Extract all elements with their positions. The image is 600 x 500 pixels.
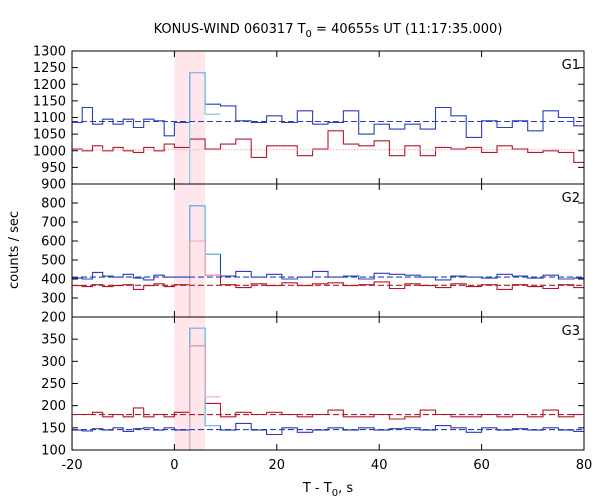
series-step-0 (72, 72, 584, 184)
y-tick-label: 600 (41, 235, 66, 250)
y-tick-label: 200 (41, 311, 66, 326)
series-step-1 (72, 240, 584, 317)
x-axis-title: T - T0, s (302, 481, 353, 499)
chart-title-prefix: KONUS-WIND 060317 T (154, 22, 306, 37)
series-step-3 (189, 345, 221, 450)
series-step-1 (72, 130, 584, 184)
y-tick-label: 150 (41, 421, 66, 436)
panel-label-g2: G2 (562, 191, 580, 206)
x-axis-title-suffix: , s (338, 481, 353, 496)
panel-g2: 200 300 400 500 600 700 800 G2 (41, 183, 585, 326)
series-step-0 (72, 205, 584, 317)
panel-frame (71, 50, 585, 185)
y-tick-label: 300 (41, 355, 66, 370)
y-tick-label: 1000 (33, 144, 66, 159)
panel-series-group (72, 205, 584, 317)
panel-frame (71, 183, 585, 318)
chart-title-subscript: 0 (306, 29, 312, 40)
y-tick-label: 100 (41, 444, 66, 459)
x-axis-title-subscript: 0 (332, 488, 338, 499)
panel-label-g3: G3 (562, 324, 580, 339)
panel-series-group (72, 327, 584, 450)
y-tick-label: 950 (41, 161, 66, 176)
x-tick-label: 60 (473, 458, 490, 473)
series-step-2 (189, 72, 221, 184)
y-tick-label: 800 (41, 197, 66, 212)
panel-series-group (72, 72, 584, 184)
panel-g3: 100 150 200 250 300 350 G3 (41, 316, 585, 459)
y-tick-label: 400 (41, 273, 66, 288)
y-tick-label: 1250 (33, 61, 66, 76)
x-axis-title-prefix: T - T (302, 481, 332, 496)
x-tick-label: 40 (371, 458, 388, 473)
y-tick-label: 900 (41, 178, 66, 193)
x-tick-label: 20 (269, 458, 286, 473)
y-axis-title: counts / sec (7, 211, 22, 289)
series-step-3 (189, 240, 221, 317)
y-tick-label: 700 (41, 216, 66, 231)
y-tick-label: 350 (41, 333, 66, 348)
y-tick-label: 1300 (33, 45, 66, 60)
panel-label-g1: G1 (562, 58, 580, 73)
y-tick-label: 250 (41, 377, 66, 392)
y-tick-label: 200 (41, 399, 66, 414)
y-tick-label: 1200 (33, 78, 66, 93)
y-tick-label: 1150 (33, 94, 66, 109)
y-tick-label: 500 (41, 254, 66, 269)
chart-title: KONUS-WIND 060317 T0 = 40655s UT (11:17:… (154, 22, 503, 40)
x-tick-label: -20 (61, 458, 82, 473)
y-tick-label: 1100 (33, 111, 66, 126)
x-tick-label: 80 (576, 458, 593, 473)
series-step-1 (72, 327, 584, 450)
y-tick-label: 1050 (33, 128, 66, 143)
series-step-0 (72, 345, 584, 450)
y-tick-label: 300 (41, 292, 66, 307)
chart-title-suffix: = 40655s UT (11:17:35.000) (312, 22, 502, 37)
x-tick-label: 0 (170, 458, 178, 473)
plot-area: 9009501000105011001150120012501300G12003… (33, 45, 592, 474)
